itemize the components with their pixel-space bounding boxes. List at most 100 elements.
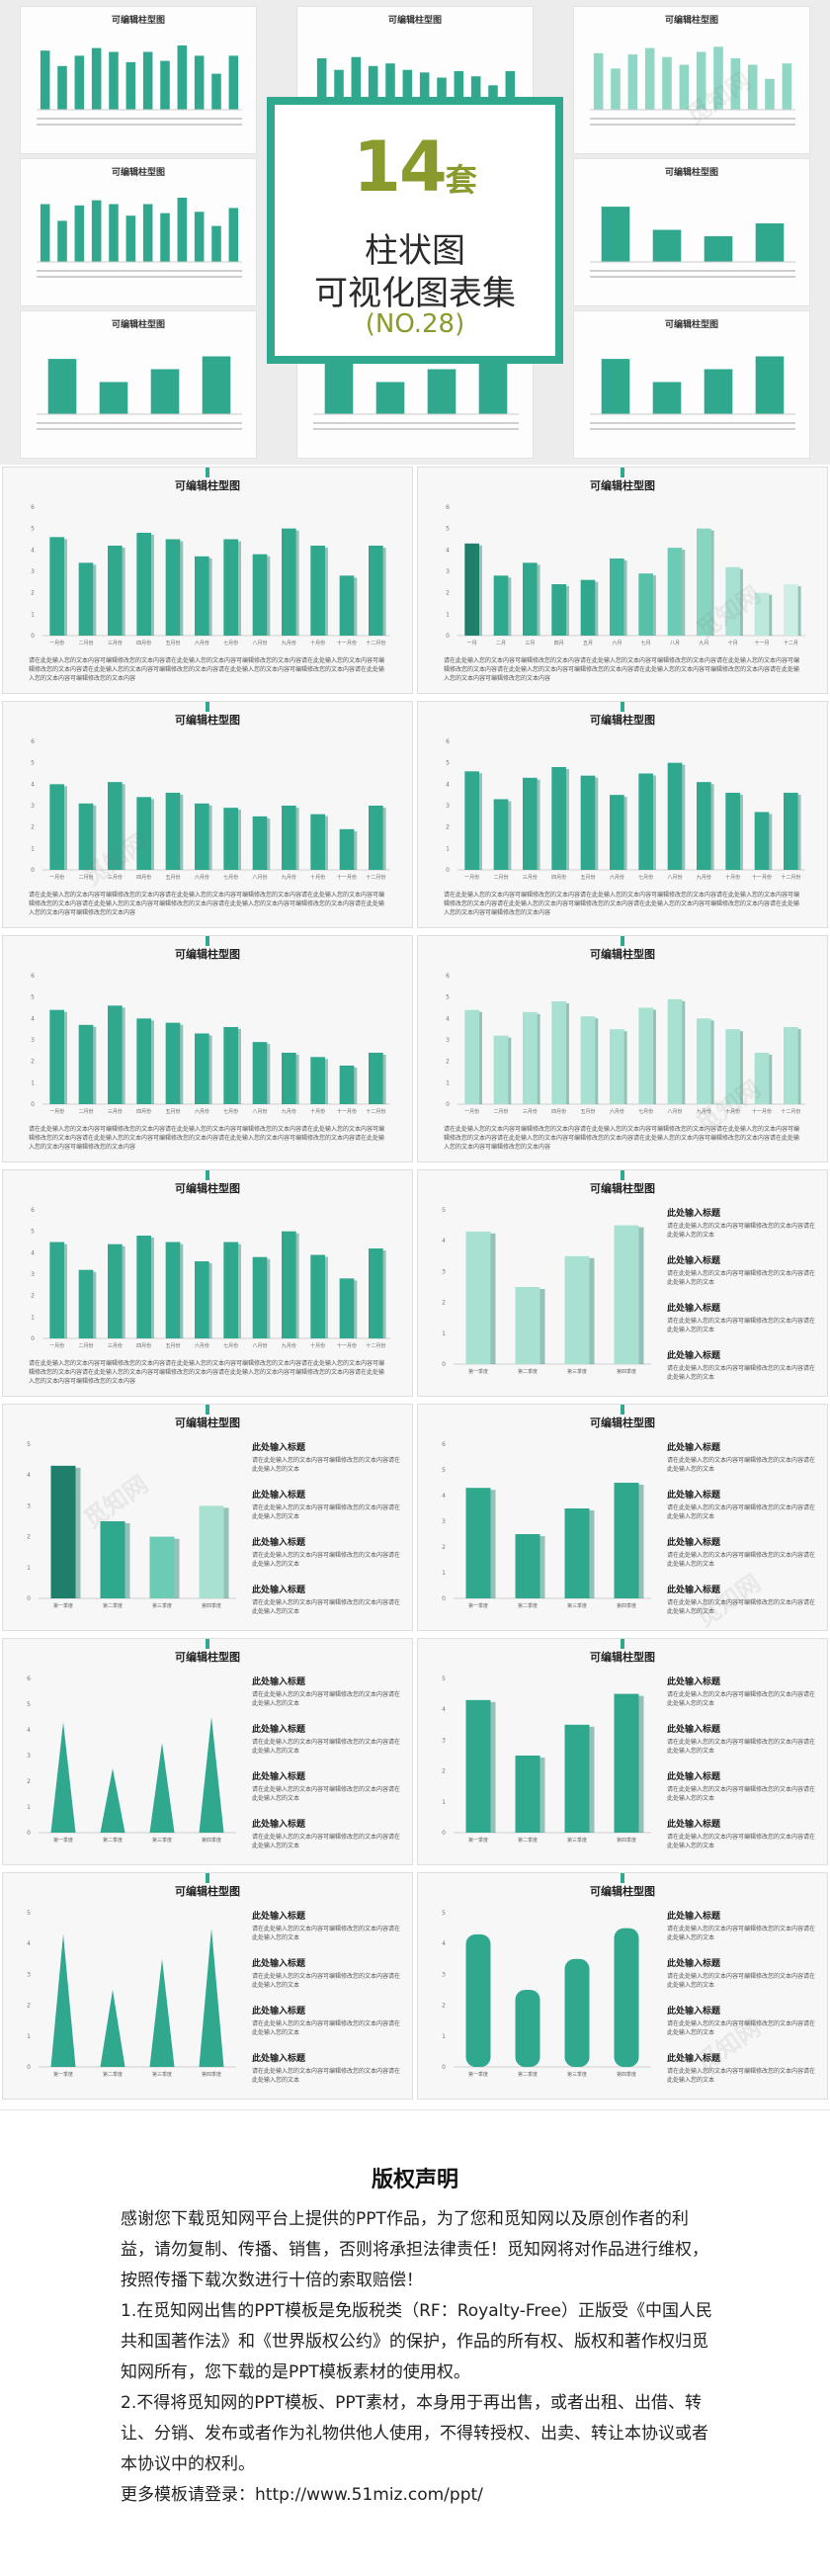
bar (754, 1053, 770, 1104)
x-tick-label: 十二月份 (781, 1108, 800, 1115)
bar-side (122, 784, 125, 870)
x-tick-label: 十一月 (754, 640, 769, 646)
y-tick-label: 1 (31, 611, 35, 618)
cover-code: (NO.28) (365, 309, 465, 339)
mini-bar (601, 207, 630, 262)
x-tick-label: 一月份 (49, 640, 64, 646)
bar-side (267, 817, 271, 870)
side-note-text: 请在此处输入您的文本内容可编辑修改您的文本内容请在此处输入您的文本 (667, 1786, 816, 1802)
mini-bar (47, 359, 77, 414)
bar-side (653, 775, 656, 870)
bar-side (93, 1271, 97, 1338)
mini-slide-title: 可编辑柱型图 (664, 168, 718, 178)
mini-bar (99, 382, 128, 414)
mini-chart (590, 46, 795, 126)
bar (195, 1261, 209, 1338)
side-note-heading: 此处输入标题 (252, 2054, 306, 2064)
mini-bar (334, 69, 344, 110)
side-note-text: 请在此处输入您的文本内容可编辑修改您的文本内容请在此处输入您的文本 (252, 2068, 401, 2084)
chart-slide: 可编辑柱型图 0 1 2 3 4 5 第一季度 第二季度 第三季度 第四季度 此处输入标题 请在此处输入… (417, 1169, 828, 1397)
y-tick-label: 2 (27, 1534, 31, 1541)
bar (784, 1027, 798, 1104)
bar-side (64, 786, 67, 870)
x-tick-label: 十二月份 (781, 874, 800, 881)
slide-pin (206, 1639, 209, 1649)
x-tick-label: 第四季度 (617, 1602, 636, 1609)
bar (136, 1236, 151, 1338)
y-tick-label: 5 (442, 1467, 446, 1474)
mini-bar (74, 205, 85, 262)
mini-bar (228, 55, 239, 110)
x-tick-label: 三月份 (523, 874, 538, 881)
y-tick-label: 3 (31, 803, 35, 810)
x-tick-label: 六月份 (610, 1108, 624, 1115)
bar (515, 1990, 540, 2067)
y-tick-label: 5 (442, 1207, 446, 1214)
bar-side (325, 1059, 328, 1104)
bar-side (64, 1244, 67, 1338)
bar-chart: 0 1 2 3 4 5 第一季度 第二季度 第三季度 第四季度 (442, 1207, 651, 1375)
mini-bar (202, 356, 231, 414)
bar (282, 806, 296, 870)
slide-description: 请在此处输入您的文本内容可编辑修改您的文本内容请在此处输入您的文本内容可编辑修改… (444, 657, 800, 682)
side-note-text: 请在此处输入您的文本内容可编辑修改您的文本内容请在此处输入您的文本 (252, 1926, 401, 1941)
x-tick-label: 十二月 (784, 640, 798, 646)
slide-title: 可编辑柱型图 (590, 1417, 655, 1429)
bar-side (238, 810, 241, 870)
cover-subtitle-1: 柱状图 (365, 231, 465, 271)
bar-side (382, 1055, 386, 1104)
bar (195, 556, 209, 636)
bar-side (267, 556, 271, 636)
x-tick-label: 七月份 (223, 1342, 238, 1349)
side-note: 此处输入标题 请在此处输入您的文本内容可编辑修改您的文本内容请在此处输入您的文本 (667, 1769, 815, 1803)
x-tick-label: 第三季度 (567, 1837, 587, 1844)
x-tick-label: 第四季度 (617, 1837, 636, 1844)
side-note-heading: 此处输入标题 (667, 1959, 721, 1969)
chart-slide: 可编辑柱型图 0 1 2 3 4 5 6 第一季度 第二季度 第三季度 第四季度 此处输入标题 请在此处输… (2, 1638, 413, 1865)
x-tick-label: 五月份 (165, 640, 180, 646)
side-note-heading: 此处输入标题 (252, 1820, 306, 1830)
x-tick-label: 八月份 (252, 640, 267, 646)
side-note-text: 请在此处输入您的文本内容可编辑修改您的文本内容请在此处输入您的文本 (667, 1365, 816, 1381)
bar (784, 584, 798, 636)
bar (100, 1521, 125, 1598)
x-tick-label: 一月份 (464, 874, 479, 881)
x-tick-label: 十一月份 (337, 640, 357, 646)
slide-side-notes: 此处输入标题 请在此处输入您的文本内容可编辑修改您的文本内容请在此处输入您的文本此… (252, 1909, 400, 2099)
slide-pin (621, 468, 624, 477)
mini-bar (419, 72, 430, 110)
side-note-text: 请在此处输入您的文本内容可编辑修改您的文本内容请在此处输入您的文本 (667, 2020, 816, 2036)
bar (78, 1269, 94, 1338)
bar (50, 1465, 76, 1598)
y-tick-label: 2 (442, 1544, 446, 1551)
x-tick-label: 十二月份 (366, 640, 385, 646)
bar-side (589, 1257, 595, 1364)
y-tick-label: 4 (446, 781, 450, 788)
mini-bar (627, 54, 638, 110)
notice-paragraph: 1.在觅知网出售的PPT模板是免版税类（RF：Royalty-Free）正版受《… (121, 2301, 712, 2382)
y-tick-label: 6 (31, 973, 35, 980)
side-note-text: 请在此处输入您的文本内容可编辑修改您的文本内容请在此处输入您的文本 (252, 1786, 401, 1802)
y-tick-label: 6 (31, 504, 35, 511)
x-tick-label: 十二月份 (366, 1342, 385, 1349)
bar (523, 777, 538, 870)
slide-pin (206, 1873, 209, 1883)
mini-slide: 可编辑柱型图 (573, 310, 810, 459)
x-tick-label: 一月份 (464, 1108, 479, 1115)
x-tick-label: 第二季度 (518, 1837, 538, 1844)
y-tick-label: 0 (446, 633, 450, 640)
bar (223, 808, 238, 870)
y-tick-label: 0 (31, 867, 35, 874)
x-tick-label: 第二季度 (103, 1837, 123, 1844)
mini-bar (177, 198, 188, 262)
bar-chart: 0 1 2 3 4 5 第一季度 第二季度 第三季度 第四季度 (442, 1910, 651, 2078)
x-tick-label: 第二季度 (518, 1368, 538, 1375)
bar-side (623, 1031, 627, 1104)
side-note: 此处输入标题 请在此处输入您的文本内容可编辑修改您的文本内容请在此处输入您的文本 (667, 1674, 815, 1708)
slide-side-notes: 此处输入标题 请在此处输入您的文本内容可编辑修改您的文本内容请在此处输入您的文本此… (252, 1674, 400, 1864)
x-tick-label: 第三季度 (152, 2071, 172, 2078)
cover-collage: 可编辑柱型图 可编辑柱型图 可编辑柱型图 可编辑柱型图 可编辑柱型图 可编辑柱型… (0, 0, 830, 465)
x-tick-label: 四月份 (136, 1342, 151, 1349)
side-note-text: 请在此处输入您的文本内容可编辑修改您的文本内容请在此处输入您的文本 (252, 2020, 401, 2036)
side-note-heading: 此处输入标题 (252, 1586, 306, 1595)
